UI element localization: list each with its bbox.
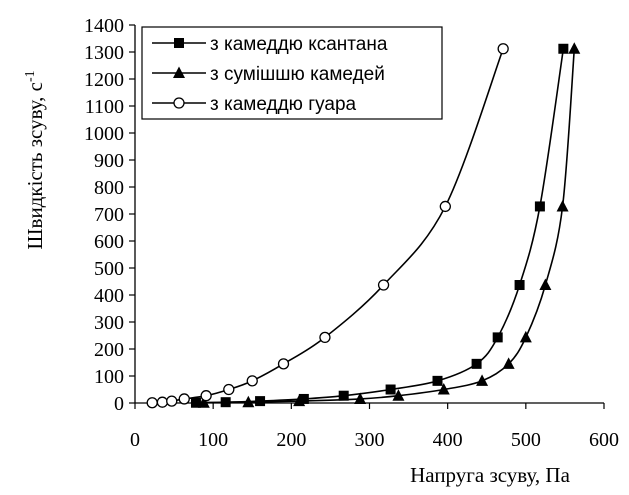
y-tick-label: 200 (94, 339, 124, 361)
data-point (514, 280, 525, 291)
data-point (502, 357, 515, 369)
y-tick-label: 300 (94, 312, 124, 334)
data-point (200, 390, 212, 402)
data-point (223, 383, 235, 396)
legend-item: з камеддю гуара (152, 94, 357, 115)
series-2 (197, 42, 581, 408)
axes: 0100200300400500600700800900100011001200… (84, 15, 619, 451)
y-tick-label: 900 (94, 150, 124, 172)
legend-marker (173, 66, 185, 78)
y-axis-title-main: Швидкість зсуву, с (23, 82, 47, 250)
data-point (437, 383, 450, 395)
x-tick-label: 300 (355, 429, 385, 451)
y-tick-label: 600 (94, 231, 124, 253)
data-point (293, 394, 306, 407)
legend-item: з камеддю ксантана (152, 34, 388, 55)
legend-label: з камеддю ксантана (210, 34, 388, 55)
data-point (471, 358, 482, 369)
legend-item: з сумішшю камедей (152, 64, 385, 85)
data-point (338, 390, 349, 401)
data-point (319, 331, 331, 344)
legend-label: з камеддю гуара (210, 94, 357, 115)
y-tick-label: 800 (94, 177, 124, 199)
data-point (166, 395, 178, 407)
data-point (432, 375, 443, 386)
x-tick-label: 500 (511, 429, 541, 451)
data-point (146, 397, 158, 409)
x-tick-label: 0 (130, 429, 140, 451)
data-point (519, 330, 532, 343)
data-series (146, 42, 581, 409)
legend-marker (174, 38, 184, 48)
data-point (242, 395, 255, 408)
data-point (534, 201, 545, 212)
x-tick-label: 400 (433, 429, 463, 451)
x-tick-label: 600 (589, 429, 619, 451)
data-point (190, 397, 201, 408)
y-tick-label: 1300 (84, 42, 124, 64)
x-tick-label: 100 (198, 429, 228, 451)
y-tick-label: 700 (94, 204, 124, 226)
data-point (255, 396, 266, 407)
y-axis-title-superscript: -1 (23, 70, 38, 82)
data-point (439, 200, 451, 213)
y-tick-label: 100 (94, 366, 124, 388)
y-axis-title: Швидкість зсуву, с-1 (23, 70, 47, 249)
data-point (392, 389, 405, 401)
data-point (354, 392, 367, 404)
y-tick-label: 0 (114, 393, 124, 415)
x-tick-label: 200 (276, 429, 306, 451)
data-point (476, 374, 489, 386)
data-point (377, 279, 390, 291)
y-tick-label: 400 (94, 285, 124, 307)
data-point (298, 393, 309, 404)
data-point (156, 396, 169, 408)
data-point (558, 43, 569, 54)
data-point (568, 42, 581, 54)
data-point (497, 43, 509, 55)
legend: з камеддю ксантана з сумішшю камедей з кам… (141, 26, 443, 120)
legend-marker (173, 97, 185, 109)
y-tick-label: 500 (94, 258, 124, 280)
series-3 (146, 43, 509, 409)
data-point (197, 396, 210, 408)
data-point (178, 393, 190, 405)
y-tick-label: 1100 (85, 96, 124, 118)
legend-label: з сумішшю камедей (210, 64, 385, 85)
y-tick-label: 1400 (84, 15, 124, 37)
y-tick-label: 1200 (84, 69, 124, 91)
data-point (385, 384, 396, 395)
x-axis-title: Напруга зсуву, Па (410, 463, 570, 487)
data-point (246, 375, 258, 387)
data-point (556, 199, 569, 212)
data-point (539, 278, 552, 291)
y-tick-label: 1000 (84, 123, 124, 145)
data-point (492, 332, 503, 343)
data-point (277, 358, 290, 370)
